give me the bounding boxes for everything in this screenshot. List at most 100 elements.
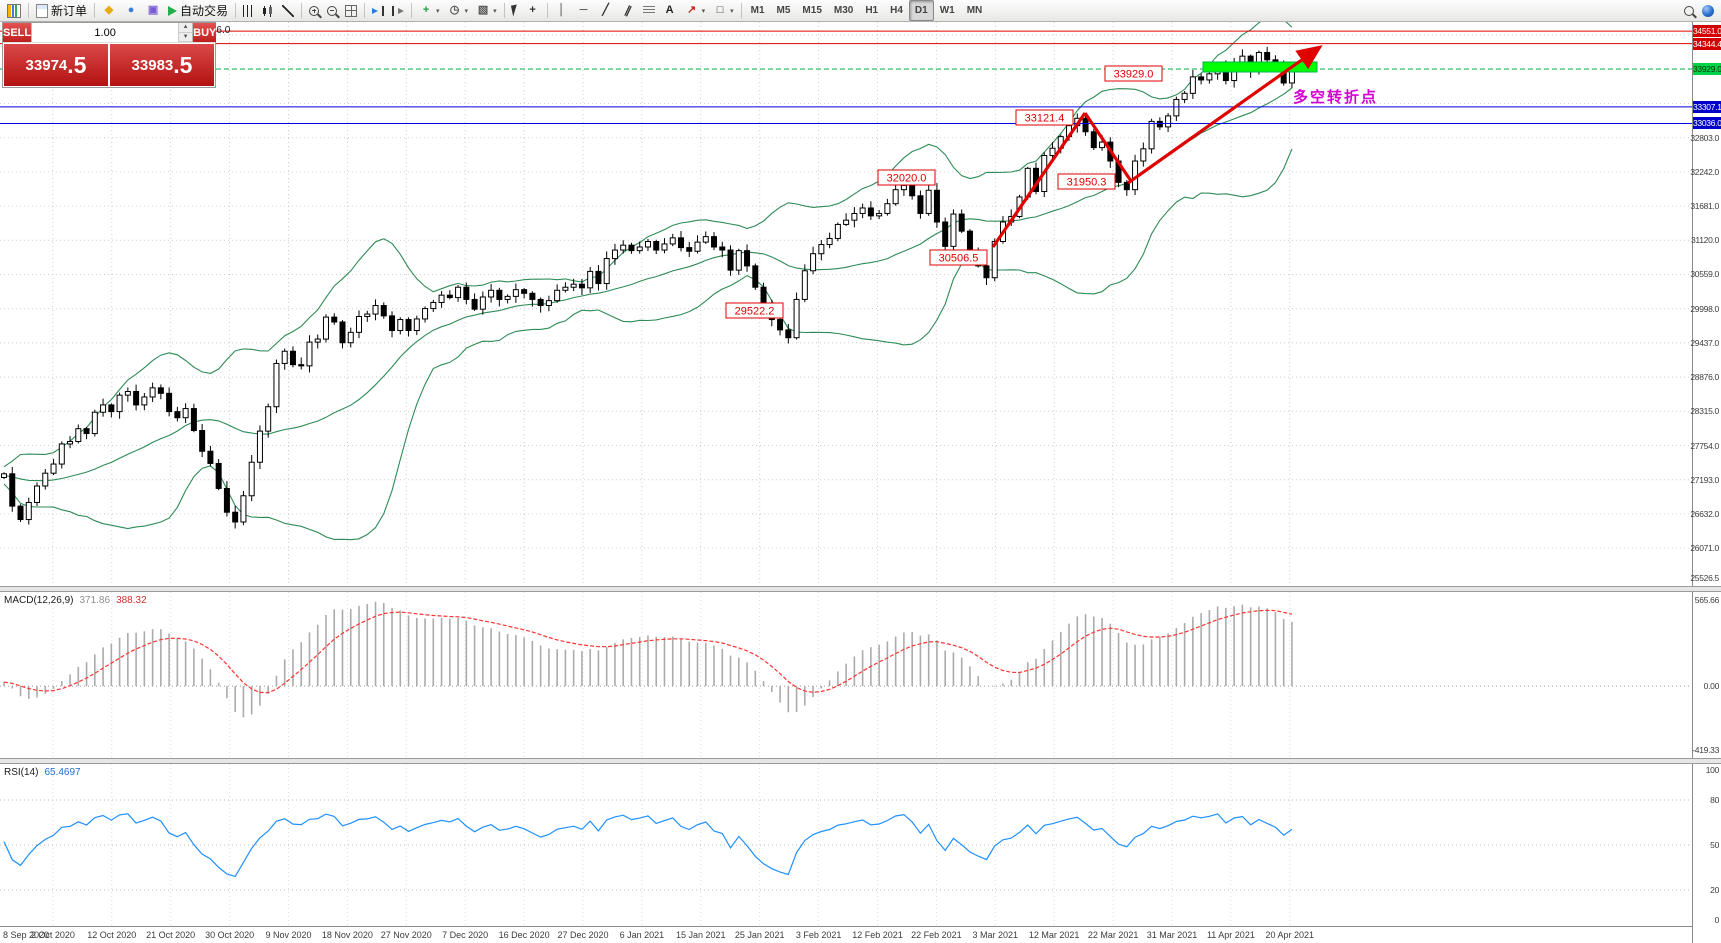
chart-annotations[interactable]: 29522.2 30506.5 32020.0 31950.3 33121.4 33929… — [725, 45, 1378, 319]
line-chart-button[interactable] — [278, 0, 298, 21]
periods-button[interactable]: ◷ ▾ — [444, 0, 473, 21]
arrow-objects-button[interactable]: ↗ ▾ — [681, 0, 710, 21]
level-lines[interactable] — [0, 30, 1692, 124]
chart-shift-button[interactable] — [388, 0, 408, 21]
new-order-button[interactable]: 新订单 — [32, 0, 91, 21]
timeframe-m30-button[interactable]: M30 — [833, 5, 854, 16]
fibonacci-button[interactable] — [639, 0, 659, 21]
timeframe-mn-button[interactable]: MN — [966, 5, 983, 16]
price-callout[interactable] — [725, 302, 784, 319]
buy-button[interactable]: 33983.5 — [110, 44, 214, 86]
macd-signal-value: 388.32 — [116, 595, 147, 606]
date-tick: 3 Mar 2021 — [972, 930, 1019, 940]
horizontal-line-button[interactable]: ─ — [573, 0, 595, 21]
price-axis[interactable]: 32803.0 32242.0 31681.0 31120.0 30559.0 29998… — [1690, 22, 1721, 943]
trend-arrow[interactable] — [1127, 45, 1323, 185]
price-callout[interactable] — [1015, 109, 1074, 126]
indicators-icon: + — [422, 4, 430, 16]
sell-header-button[interactable]: SELL — [3, 23, 32, 42]
price-callout-text: 31950.3 — [1067, 177, 1107, 189]
rsi-line — [3, 813, 1293, 878]
date-tick: 22 Mar 2021 — [1087, 930, 1139, 940]
trend-arrow[interactable] — [991, 112, 1087, 248]
macd-panel[interactable]: MACD(12,26,9) 371.86 388.32 — [0, 592, 1692, 758]
dropdown-caret-icon[interactable]: ▾ — [701, 7, 706, 15]
shapes-button[interactable]: □ ▾ — [709, 0, 738, 21]
panel-splitter[interactable] — [0, 586, 1721, 592]
rsi-label: RSI(14) — [4, 767, 39, 778]
volume-down-button[interactable]: ▼ — [179, 32, 193, 42]
metaeditor-icon[interactable]: ◆ — [98, 0, 120, 21]
market-watch-icon[interactable]: ● — [120, 0, 142, 21]
timeframe-m15-button[interactable]: M15 — [802, 5, 822, 16]
bar-chart-icon — [243, 4, 255, 17]
navigator-icon[interactable]: ▣ — [142, 0, 164, 21]
search-icon[interactable] — [1680, 0, 1698, 21]
chart-window-icon — [7, 3, 21, 18]
timeframe-h4-button[interactable]: H4 — [890, 5, 903, 16]
time-axis[interactable]: 8 Sep 2020 2 Oct 2020 12 Oct 2020 21 Oct 20… — [0, 926, 1692, 943]
price-tick: 26632.0 — [1690, 508, 1719, 519]
templates-button[interactable]: ▧ ▾ — [472, 0, 501, 21]
community-icon[interactable] — [1698, 0, 1718, 21]
tile-windows-button[interactable] — [341, 0, 361, 21]
autotrading-button[interactable]: 自动交易 — [164, 0, 232, 21]
indicators-button[interactable]: + ▾ — [415, 0, 444, 21]
price-callout[interactable] — [1104, 65, 1163, 82]
price-marker-33036.0: 33036.0 — [1693, 117, 1721, 130]
highlight-box[interactable] — [1202, 61, 1318, 73]
tile-windows-icon — [345, 4, 358, 17]
channel-button[interactable]: ∥ — [617, 0, 639, 21]
price-callout[interactable] — [877, 169, 936, 186]
auto-scroll-button[interactable] — [368, 0, 388, 21]
dropdown-caret-icon[interactable]: ▾ — [730, 7, 734, 15]
price-marker-34551.0: 34551.0 — [1693, 25, 1721, 38]
volume-up-button[interactable]: ▲ — [179, 23, 193, 33]
chart-window-icon[interactable] — [3, 0, 25, 21]
date-tick: 11 Apr 2021 — [1206, 930, 1255, 940]
trendline-button[interactable]: ╱ — [595, 0, 617, 21]
date-tick: 6 Jan 2021 — [619, 930, 665, 940]
price-callout[interactable] — [929, 249, 988, 266]
price-callout[interactable] — [1057, 173, 1116, 190]
price-tick: 31120.0 — [1691, 235, 1719, 246]
timeframe-m5-button[interactable]: M5 — [776, 5, 791, 16]
timeframe-h1-button[interactable]: H1 — [865, 5, 879, 16]
text-button[interactable]: A — [659, 0, 681, 21]
volume-input[interactable] — [32, 23, 179, 42]
zoom-in-button[interactable] — [305, 0, 323, 21]
buy-header-button[interactable]: BUY — [193, 23, 217, 42]
price-tick: 27193.0 — [1690, 474, 1719, 485]
toolbar-group-apps: ◆ ● ▣ 自动交易 — [98, 0, 232, 21]
timeframe-w1-button[interactable]: W1 — [939, 5, 955, 16]
timeframe-m1-button[interactable]: M1 — [750, 5, 765, 16]
bar-chart-button[interactable] — [239, 0, 258, 21]
dropdown-caret-icon[interactable]: ▾ — [493, 7, 497, 15]
toolbar-separator — [411, 3, 413, 18]
rsi-axis-80: 80 — [1710, 795, 1719, 805]
price-chart-canvas[interactable]: 29522.2 30506.5 32020.0 31950.3 33121.4 33929… — [0, 22, 1692, 586]
dropdown-caret-icon[interactable]: ▾ — [436, 7, 440, 15]
trend-arrow[interactable] — [1083, 112, 1133, 182]
candlestick-button[interactable] — [258, 0, 278, 21]
timeframe-d1-button[interactable]: D1 — [908, 0, 934, 21]
panel-splitter[interactable] — [0, 758, 1721, 764]
zoom-out-button[interactable] — [323, 0, 341, 21]
channel-icon: ∥ — [622, 3, 633, 17]
price-tick: 27754.0 — [1690, 440, 1719, 451]
rsi-panel[interactable]: RSI(14) 65.4697 — [0, 764, 1692, 926]
rsi-canvas[interactable] — [0, 764, 1692, 926]
new-order-button-label: 新订单 — [51, 4, 88, 18]
search-icon — [1684, 5, 1694, 16]
date-tick: 31 Mar 2021 — [1146, 930, 1198, 940]
macd-canvas[interactable] — [0, 592, 1692, 758]
vertical-line-button[interactable]: │ — [551, 0, 573, 21]
rsi-axis-50: 50 — [1710, 840, 1719, 850]
cursor-button[interactable] — [508, 0, 522, 21]
price-chart-panel[interactable]: 29522.2 30506.5 32020.0 31950.3 33121.4 33929… — [0, 22, 1692, 586]
note-text[interactable]: 多空转折点 — [1293, 88, 1378, 106]
dropdown-caret-icon[interactable]: ▾ — [464, 7, 469, 15]
crosshair-button[interactable]: + — [522, 0, 544, 21]
sell-button[interactable]: 33974.5 — [4, 44, 108, 86]
date-tick: 25 Jan 2021 — [734, 930, 785, 940]
